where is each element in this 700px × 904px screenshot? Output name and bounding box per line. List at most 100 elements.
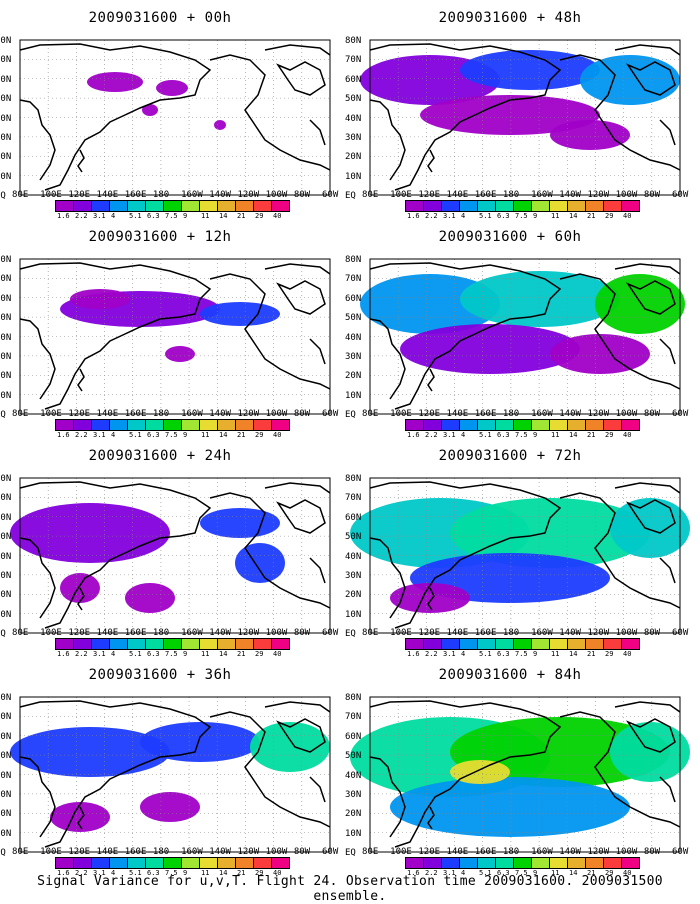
longitude-label: 180 <box>502 847 520 857</box>
map-frame <box>369 39 681 196</box>
colorbar-label: 5.1 <box>479 431 492 439</box>
latitude-label: EQ <box>0 848 6 858</box>
longitude-label: 180 <box>152 847 170 857</box>
colorbar-swatch <box>460 639 478 649</box>
colorbar-swatch <box>200 639 218 649</box>
colorbar-label: 21 <box>587 431 596 439</box>
latitude-label: 70N <box>345 712 362 723</box>
latitude-label: 10N <box>0 609 12 620</box>
coastline <box>77 587 85 611</box>
latitude-label: 20N <box>0 590 12 601</box>
map-frame <box>19 477 331 634</box>
latitude-label: EQ <box>345 191 356 201</box>
longitude-label: 120W <box>587 409 610 419</box>
colorbar-label: 29 <box>605 650 614 658</box>
coastline <box>659 557 676 584</box>
latitude-label: 70N <box>345 274 362 285</box>
coastline <box>19 43 212 191</box>
colorbar-label: 14 <box>569 650 578 658</box>
longitude-label: 100W <box>265 409 288 419</box>
coastline <box>209 492 331 609</box>
latitude-label: 40N <box>0 770 12 781</box>
variance-shading <box>142 104 158 116</box>
colorbar-label: 7.5 <box>165 869 178 877</box>
coastline <box>369 756 406 838</box>
latitude-label: 70N <box>0 493 12 504</box>
forecast-panel: 2009031600 + 00h 80N 70N 60N 50N 40N 30N 20N 10N… <box>0 0 338 220</box>
coastline <box>209 711 331 828</box>
coastline <box>427 149 435 173</box>
longitude-label: 180 <box>152 190 170 200</box>
colorbar-swatch <box>496 639 514 649</box>
longitude-label: 140W <box>209 409 231 419</box>
coastline <box>77 149 85 173</box>
panel-title: 2009031600 + 12h <box>88 229 232 245</box>
latitude-label: 30N <box>345 351 362 362</box>
coastline <box>309 776 326 803</box>
longitude-label: 140E <box>96 409 119 419</box>
colorbar-label: 5.1 <box>129 212 142 220</box>
colorbar-swatch <box>532 201 550 211</box>
colorbar-swatch <box>254 420 272 430</box>
variance-shading <box>610 498 690 558</box>
colorbar-label: 40 <box>623 212 632 220</box>
colorbar-label: 4 <box>461 650 466 658</box>
colorbar-label: 6.3 <box>497 212 510 220</box>
longitude-label: 80E <box>12 847 29 857</box>
colorbar-label: 29 <box>605 431 614 439</box>
colorbar-swatch <box>56 858 74 868</box>
latitude-label: 80N <box>0 255 12 265</box>
longitude-label: 100E <box>40 628 62 638</box>
colorbar-swatch <box>254 201 272 211</box>
latitude-label: 30N <box>345 789 362 800</box>
colorbar-label: 3.1 <box>93 212 106 220</box>
colorbar <box>55 419 290 431</box>
variance-map <box>19 39 331 196</box>
colorbar-label: 14 <box>569 212 578 220</box>
colorbar-swatch <box>568 858 586 868</box>
coastline <box>427 587 435 611</box>
longitude-label: 80E <box>362 847 379 857</box>
colorbar-label: 3.1 <box>93 869 106 877</box>
variance-shading <box>420 95 600 135</box>
longitude-label: 60W <box>672 409 689 419</box>
longitude-label: 160E <box>124 628 147 638</box>
colorbar-swatch <box>550 201 568 211</box>
coastline <box>309 557 326 584</box>
variance-shading <box>450 760 510 784</box>
latitude-label: 10N <box>345 828 362 839</box>
colorbar <box>405 419 640 431</box>
latitude-label: 50N <box>345 313 362 324</box>
map-frame <box>369 696 681 853</box>
coastline <box>626 61 676 96</box>
longitude-label: 80W <box>293 409 311 419</box>
colorbar-label: 40 <box>623 869 632 877</box>
colorbar-label: 14 <box>219 431 228 439</box>
latitude-label: 40N <box>0 332 12 343</box>
colorbar-swatch <box>182 639 200 649</box>
coastline <box>614 701 681 713</box>
coastline <box>659 776 676 803</box>
colorbar-label: 29 <box>605 212 614 220</box>
longitude-label: 160E <box>474 847 497 857</box>
latitude-label: 10N <box>0 171 12 182</box>
colorbar-swatch <box>460 420 478 430</box>
longitude-label: 100W <box>615 190 638 200</box>
longitude-label: 160E <box>474 628 497 638</box>
longitude-label: 80W <box>293 190 311 200</box>
coastline <box>614 44 681 56</box>
longitude-label: 120E <box>68 409 91 419</box>
longitude-label: 120W <box>587 628 610 638</box>
variance-shading <box>70 289 130 309</box>
colorbar-label: 40 <box>273 431 282 439</box>
colorbar-swatch <box>110 639 128 649</box>
coastline <box>19 262 212 410</box>
colorbar-swatch <box>164 201 182 211</box>
colorbar-label: 1.6 <box>407 869 420 877</box>
colorbar-label: 2.2 <box>75 869 88 877</box>
latitude-label: 60N <box>345 293 362 304</box>
latitude-label: 80N <box>345 474 362 484</box>
longitude-label: 160E <box>474 190 497 200</box>
colorbar-swatch <box>146 420 164 430</box>
latitude-label: 60N <box>0 731 12 742</box>
